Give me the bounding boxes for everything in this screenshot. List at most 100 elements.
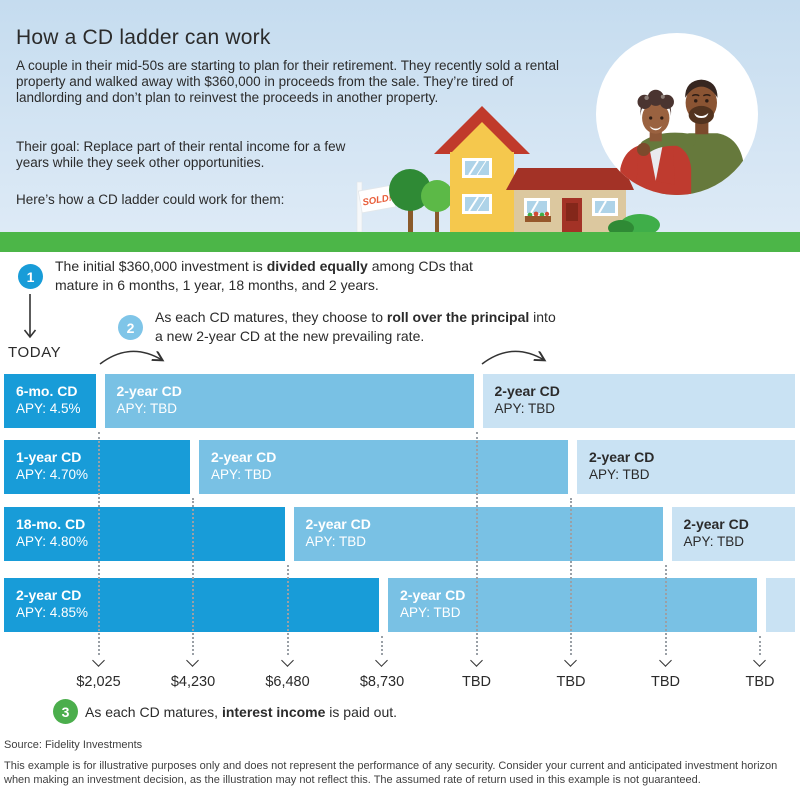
- step-2-badge: 2: [118, 315, 143, 340]
- cd-bar-title: 18-mo. CD: [16, 516, 86, 532]
- cd-bar: [766, 578, 795, 632]
- cd-bar: 1-year CD APY: 4.70%: [4, 440, 190, 494]
- cd-bar-title: 2-year CD: [116, 383, 182, 399]
- hand: [637, 142, 651, 157]
- gable-face: [450, 122, 514, 154]
- payout-value: TBD: [556, 674, 586, 690]
- tree-icon: [421, 180, 453, 232]
- maturity-dotted-line: [664, 565, 667, 655]
- down-chevron-icon: [375, 654, 388, 667]
- cd-bar-apy: APY: 4.85%: [16, 605, 89, 620]
- disclaimer-text: This example is for illustrative purpose…: [4, 760, 778, 786]
- step-3-text-bold: interest income: [221, 704, 326, 720]
- house-illustration: SOLD!: [356, 106, 660, 232]
- down-arrow-icon: [23, 294, 37, 339]
- cd-bar-title: 6-mo. CD: [16, 383, 78, 399]
- grass-divider: [0, 232, 800, 252]
- maturity-dotted-line: [381, 636, 383, 655]
- cd-bar: 2-year CD APY: TBD: [388, 578, 757, 632]
- cd-bar: 2-year CD APY: TBD: [577, 440, 795, 494]
- window-icon: [592, 198, 618, 216]
- step-1-badge: 1: [18, 264, 43, 289]
- sold-sign-text: SOLD!: [362, 192, 393, 208]
- goal-paragraph: Their goal: Replace part of their rental…: [16, 139, 346, 171]
- down-chevron-icon: [91, 654, 105, 667]
- cd-bar-title: 2-year CD: [400, 587, 466, 603]
- step-3-text-pre: As each CD matures,: [85, 704, 222, 720]
- step-1-text-pre: The initial $360,000 investment is: [55, 258, 267, 274]
- cd-bar-apy: APY: 4.70%: [16, 467, 89, 482]
- window-icon: [524, 198, 550, 216]
- maturity-dotted-line: [97, 432, 100, 655]
- cd-bar-title: 2-year CD: [211, 449, 277, 465]
- down-chevron-icon: [658, 654, 672, 667]
- step-2-text: As each CD matures, they choose to roll …: [155, 308, 567, 345]
- cd-bar: 2-year CD APY: TBD: [482, 374, 795, 428]
- down-chevron-icon: [186, 654, 199, 667]
- step-2-text-pre: As each CD matures, they choose to: [155, 309, 387, 325]
- lead-in-paragraph: Here’s how a CD ladder could work for th…: [16, 192, 285, 207]
- cd-bar-title: 2-year CD: [16, 587, 82, 603]
- cd-bar: 6-mo. CD APY: 4.5%: [4, 374, 96, 428]
- payout-value: $2,025: [76, 674, 121, 690]
- rollover-arrow-icon: [481, 350, 550, 365]
- step-2-text-bold: roll over the principal: [386, 309, 530, 325]
- page-title: How a CD ladder can work: [16, 26, 271, 49]
- cd-bar: 2-year CD APY: TBD: [104, 374, 474, 428]
- cd-bar-title: 2-year CD: [305, 516, 371, 532]
- payout-value: TBD: [462, 674, 491, 690]
- rollover-arrow-icon: [99, 350, 168, 365]
- today-label: TODAY: [8, 344, 62, 361]
- cd-bar-apy: APY: TBD: [589, 467, 650, 482]
- payout-value: $6,480: [265, 674, 310, 690]
- intro-paragraph: A couple in their mid-50s are starting t…: [16, 58, 560, 106]
- tree-icon: [389, 169, 431, 232]
- down-chevron-icon: [564, 654, 577, 667]
- cd-bar: 2-year CD APY: TBD: [293, 507, 663, 561]
- bush-icon: [608, 214, 660, 232]
- step-1-text-post: among CDs that mature in 6 months, 1 yea…: [55, 258, 473, 293]
- cd-bar-apy: APY: TBD: [211, 467, 272, 482]
- cd-bar-apy: APY: TBD: [400, 605, 461, 620]
- down-chevron-icon: [280, 654, 294, 667]
- payout-value: TBD: [745, 674, 775, 690]
- maturity-dotted-line: [192, 498, 194, 655]
- payout-value: $4,230: [170, 674, 216, 690]
- down-chevron-icon: [753, 654, 766, 667]
- cd-bar-apy: APY: TBD: [305, 534, 367, 549]
- cd-bar: 2-year CD APY: TBD: [671, 507, 795, 561]
- cd-bar-title: 2-year CD: [683, 516, 749, 532]
- step-1-number: 1: [26, 268, 35, 285]
- window-icon: [462, 158, 492, 178]
- maturity-dotted-line: [759, 636, 761, 655]
- maturity-dotted-line: [475, 432, 478, 655]
- hero-section: How a CD ladder can work A couple in the…: [0, 0, 800, 232]
- window-icon: [462, 194, 492, 214]
- cd-bar-apy: APY: TBD: [116, 401, 178, 416]
- step-3-badge: 3: [53, 699, 78, 724]
- maturity-dotted-line: [570, 498, 572, 655]
- maturity-dotted-line: [286, 565, 289, 655]
- step-2-number: 2: [126, 319, 135, 336]
- step-1-text: The initial $360,000 investment is divid…: [55, 257, 495, 294]
- cd-bar-title: 2-year CD: [589, 449, 655, 465]
- cd-bar: 2-year CD APY: 4.85%: [4, 578, 379, 632]
- cd-bar-title: 1-year CD: [16, 449, 82, 465]
- flower-box: [525, 211, 551, 222]
- cd-bar-apy: APY: TBD: [683, 534, 745, 549]
- cd-bar: 2-year CD APY: TBD: [199, 440, 568, 494]
- step-3-number: 3: [61, 703, 70, 720]
- source-line: Source: Fidelity Investments: [4, 739, 143, 751]
- step-2-text-post: into a new 2-year CD at the new prevaili…: [155, 309, 556, 344]
- step-1-text-bold: divided equally: [266, 258, 368, 274]
- payout-value: $8,730: [359, 674, 405, 690]
- couple-portrait-illustration: [596, 33, 758, 195]
- cd-bar: 18-mo. CD APY: 4.80%: [4, 507, 285, 561]
- payout-value: TBD: [651, 674, 680, 690]
- cd-bar-apy: APY: TBD: [494, 401, 556, 416]
- house-roof: [506, 168, 634, 190]
- step-3-text: As each CD matures, interest income is p…: [85, 703, 585, 722]
- door-panel: [566, 203, 578, 221]
- cd-bar-title: 2-year CD: [494, 383, 560, 399]
